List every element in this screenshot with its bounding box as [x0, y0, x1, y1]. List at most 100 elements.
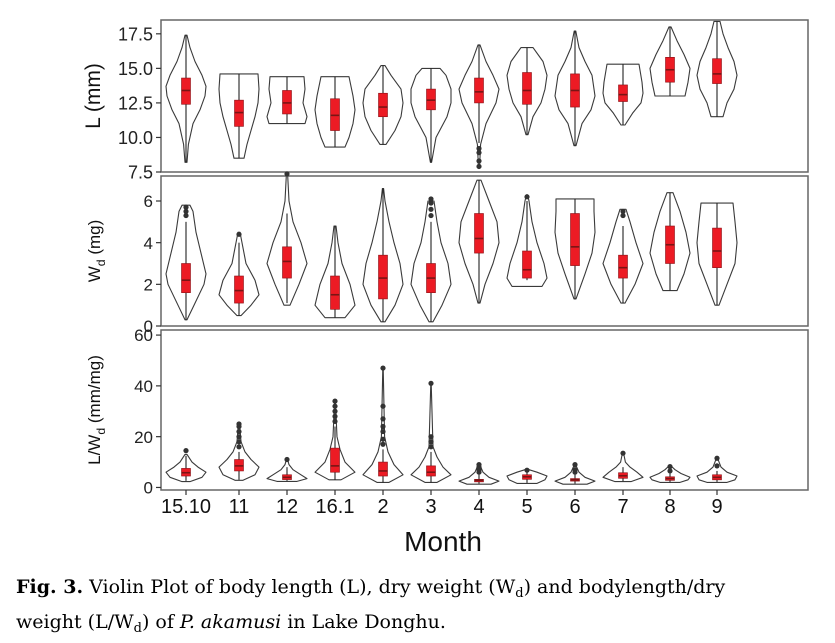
box-iqr [522, 250, 532, 279]
y-tick-label: 2 [144, 275, 153, 294]
outlier-point [380, 428, 386, 435]
outlier-point [236, 231, 242, 237]
plot-frame [160, 19, 809, 173]
outlier-point [236, 439, 242, 445]
box-iqr [181, 263, 191, 293]
outlier-point [332, 408, 338, 414]
caption-subscript: d [515, 586, 524, 601]
outlier-point [524, 194, 530, 200]
outlier-point [667, 468, 673, 474]
box-iqr [570, 213, 580, 266]
outlier-point [183, 448, 189, 454]
y-tick-label: 7.5 [128, 162, 153, 182]
outlier-point [428, 444, 434, 450]
y-axis-label-text: W [85, 266, 104, 282]
y-axis-label-subscript: d [94, 259, 108, 266]
caption-text: in Lake Donghu. [281, 611, 446, 633]
outlier-point [428, 434, 434, 440]
x-tick-label: 11 [229, 496, 250, 518]
outlier-point [332, 403, 338, 409]
outlier-point [620, 212, 626, 219]
outlier-point [332, 398, 338, 404]
y-tick-label: 40 [134, 377, 153, 396]
x-tick-label: 16.1 [316, 496, 355, 518]
outlier-point [572, 467, 578, 473]
box-iqr [474, 213, 484, 254]
caption-text: ) of [141, 611, 180, 633]
outlier-point [524, 467, 530, 473]
x-tick-label: 7 [617, 496, 628, 518]
outlier-point [236, 444, 242, 450]
outlier-point [428, 196, 434, 202]
outlier-point [476, 158, 482, 164]
outlier-point [476, 462, 482, 468]
outlier-point [428, 200, 434, 206]
y-tick-label: 17.5 [118, 24, 153, 44]
outlier-point [332, 418, 338, 425]
outlier-point [572, 462, 578, 468]
figure-caption: Fig. 3. Violin Plot of body length (L), … [16, 573, 821, 643]
x-tick-label: 4 [473, 496, 484, 518]
box-iqr [426, 465, 436, 477]
outlier-point [236, 421, 242, 427]
outlier-point [428, 212, 434, 219]
box-iqr [378, 461, 388, 477]
caption-label: Fig. 3. [16, 576, 84, 598]
outlier-point [236, 434, 242, 440]
box-iqr [712, 227, 722, 268]
outlier-point [476, 145, 482, 152]
outlier-point [380, 403, 386, 409]
outlier-point [620, 450, 626, 456]
box-iqr [330, 275, 340, 310]
y-axis-label: L (mm) [82, 63, 105, 129]
outlier-point [714, 455, 720, 461]
x-axis: 15.10 11 12 16.1 2 3 4 5 6 7 8 9 Month [161, 490, 723, 557]
x-tick-label: 3 [425, 496, 436, 518]
outlier-point [428, 206, 434, 212]
outlier-point [380, 365, 386, 371]
plot-frame [160, 329, 809, 491]
outlier-point [428, 380, 434, 386]
box-iqr [234, 275, 244, 304]
caption-species: P. akamusi [179, 611, 282, 633]
outlier-point [183, 212, 189, 219]
outlier-point [380, 436, 386, 442]
y-axis-label-text: L/W [85, 435, 104, 465]
box-iqr [282, 246, 292, 279]
y-tick-label: 4 [144, 234, 153, 253]
box-iqr [474, 77, 484, 104]
outlier-point [284, 456, 290, 463]
outlier-point [620, 208, 626, 215]
outlier-point [380, 416, 386, 422]
x-tick-label: 12 [276, 496, 298, 518]
y-axis-label-unit: (mm/mg) [85, 355, 104, 428]
y-axis-label-text: L (mm) [82, 63, 105, 129]
y-tick-label: 60 [134, 326, 153, 345]
outlier-point [667, 464, 673, 470]
box-iqr [712, 58, 722, 84]
box-iqr [618, 254, 628, 279]
x-tick-label: 5 [521, 496, 532, 518]
outlier-point [332, 413, 338, 419]
box-iqr [378, 254, 388, 300]
x-tick-label: 15.10 [161, 496, 211, 518]
outlier-point [380, 441, 386, 447]
y-tick-label: 6 [144, 192, 153, 211]
box-iqr [378, 92, 388, 118]
x-axis-label: Month [404, 526, 482, 557]
outlier-point [476, 163, 482, 170]
outlier-point [183, 208, 189, 215]
box-iqr [618, 84, 628, 102]
x-tick-label: 6 [569, 496, 580, 518]
outlier-point [380, 423, 386, 430]
y-tick-label: 20 [134, 428, 153, 447]
caption-text: Violin Plot of body length (L), dry weig… [83, 576, 516, 598]
panel-dry-weight: 0 2 4 6 Wd (mg) [85, 171, 809, 336]
outlier-point [476, 150, 482, 156]
caption-text: ) and bodylength/dry [523, 576, 726, 598]
outlier-point [284, 171, 290, 177]
violin-figure: 7.5 10.0 12.5 15.0 17.5 L (mm) 0 2 4 6 Wd (mg) 0 2… [82, 19, 809, 557]
outlier-point [714, 463, 720, 469]
panel-body-length: 7.5 10.0 12.5 15.0 17.5 L (mm) [82, 19, 809, 182]
y-tick-label: 15.0 [118, 59, 153, 79]
